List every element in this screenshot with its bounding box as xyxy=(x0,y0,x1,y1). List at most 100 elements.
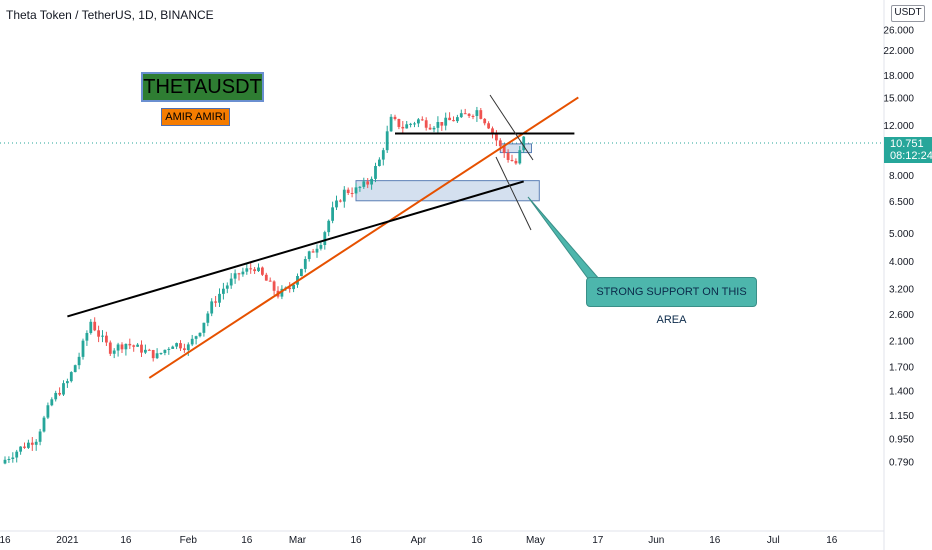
candle-body xyxy=(77,356,81,366)
candle-body xyxy=(467,113,471,116)
candle-body xyxy=(350,192,354,194)
candle-body xyxy=(69,372,73,382)
candle-body xyxy=(401,126,405,129)
price-tick-label: 0.790 xyxy=(889,457,914,468)
candle-body xyxy=(264,274,268,281)
candle-body xyxy=(518,150,522,164)
candle-body xyxy=(393,116,397,120)
price-tick-label: 8.000 xyxy=(889,171,914,182)
price-tick-label: 4.000 xyxy=(889,257,914,268)
time-tick-label: 16 xyxy=(471,535,483,546)
candle-body xyxy=(163,349,167,353)
candle-body xyxy=(186,344,190,351)
price-tick-label: 1.400 xyxy=(889,387,914,398)
candle-body xyxy=(105,335,108,343)
price-tick-label: 1.700 xyxy=(889,363,914,374)
support-callout[interactable]: STRONG SUPPORT ON THIS AREA xyxy=(586,277,757,326)
price-tick-label: 5.000 xyxy=(889,229,914,240)
candle-body xyxy=(132,345,136,347)
candle-body xyxy=(210,301,214,314)
candle-body xyxy=(436,122,440,128)
time-axis[interactable]: 16 2021 16 Feb 16 Mar 16 Apr 16 May 17 Jun 16 Jul 16 xyxy=(0,535,838,546)
candle-body xyxy=(417,119,420,124)
bar-countdown: 08:12:24 xyxy=(890,150,932,162)
candle-body xyxy=(311,251,315,253)
candle-body xyxy=(46,405,50,418)
candle-body xyxy=(440,122,444,126)
candle-body xyxy=(514,160,518,164)
candle-body xyxy=(202,322,206,333)
candle-body xyxy=(389,116,393,132)
candle-body xyxy=(444,117,448,126)
orange-support-trendline[interactable] xyxy=(148,96,579,379)
candle-body xyxy=(362,181,366,187)
author-label[interactable]: AMIR AMIRI xyxy=(161,108,230,126)
candle-body xyxy=(292,284,295,290)
candle-body xyxy=(214,301,217,303)
candle-body xyxy=(179,343,182,349)
candle-body xyxy=(167,348,171,350)
candle-body xyxy=(66,381,69,384)
flag-line-lower[interactable] xyxy=(495,156,532,231)
candle-body xyxy=(159,352,163,354)
candle-body xyxy=(409,123,412,125)
candle-body xyxy=(370,178,373,185)
currency-badge[interactable]: USDT xyxy=(891,5,925,22)
candle-body xyxy=(459,113,463,118)
time-tick-label: Jul xyxy=(767,535,780,546)
candle-body xyxy=(19,446,22,452)
candle-body xyxy=(268,280,272,282)
price-tick-label: 1.150 xyxy=(889,411,914,422)
candle-body xyxy=(93,321,97,331)
candle-body xyxy=(237,273,241,275)
candle-body xyxy=(225,285,229,289)
candle-body xyxy=(354,187,358,194)
candle-body xyxy=(420,119,424,121)
candle-body xyxy=(397,119,401,127)
candle-body xyxy=(510,159,514,161)
candle-body xyxy=(101,335,104,337)
candle-body xyxy=(307,251,311,260)
price-axis[interactable]: 26.00022.00018.00015.00012.00010.0008.00… xyxy=(883,25,914,468)
candle-body xyxy=(335,200,338,208)
price-tick-label: 15.000 xyxy=(883,93,914,104)
candle-body xyxy=(89,321,93,333)
candle-body xyxy=(241,271,245,275)
black-trendline[interactable] xyxy=(67,180,524,318)
price-tick-label: 12.000 xyxy=(883,121,914,132)
candle-body xyxy=(198,332,202,337)
candle-body xyxy=(424,120,428,128)
candle-body xyxy=(30,442,34,445)
candle-body xyxy=(151,350,155,359)
price-tick-label: 6.500 xyxy=(889,197,914,208)
candle-body xyxy=(245,268,249,272)
candle-body xyxy=(128,343,132,346)
candle-body xyxy=(522,136,526,151)
candle-body xyxy=(73,365,77,373)
candle-body xyxy=(229,278,233,286)
candle-body xyxy=(11,457,15,460)
candle-body xyxy=(498,140,502,147)
candle-body xyxy=(124,343,128,350)
candle-body xyxy=(381,150,385,160)
candle-body xyxy=(452,120,455,122)
current-price-value: 10.751 xyxy=(890,138,924,150)
time-tick-label: 16 xyxy=(120,535,132,546)
candle-body xyxy=(136,344,139,347)
flag-line-upper[interactable] xyxy=(489,94,534,161)
candle-body xyxy=(315,248,319,253)
candle-body xyxy=(323,232,327,246)
candle-body xyxy=(249,268,253,270)
candle-body xyxy=(475,110,479,116)
symbol-title[interactable]: Theta Token / TetherUS, 1D, BINANCE xyxy=(6,8,214,22)
time-tick-label: 2021 xyxy=(56,535,79,546)
candle-body xyxy=(116,344,120,351)
candle-body xyxy=(108,342,112,354)
candle-body xyxy=(448,117,451,121)
thetausdt-label[interactable]: THETAUSDT xyxy=(141,72,264,102)
candle-body xyxy=(385,131,389,151)
candle-body xyxy=(495,133,498,141)
candle-body xyxy=(144,349,147,353)
candle-body xyxy=(405,124,409,129)
